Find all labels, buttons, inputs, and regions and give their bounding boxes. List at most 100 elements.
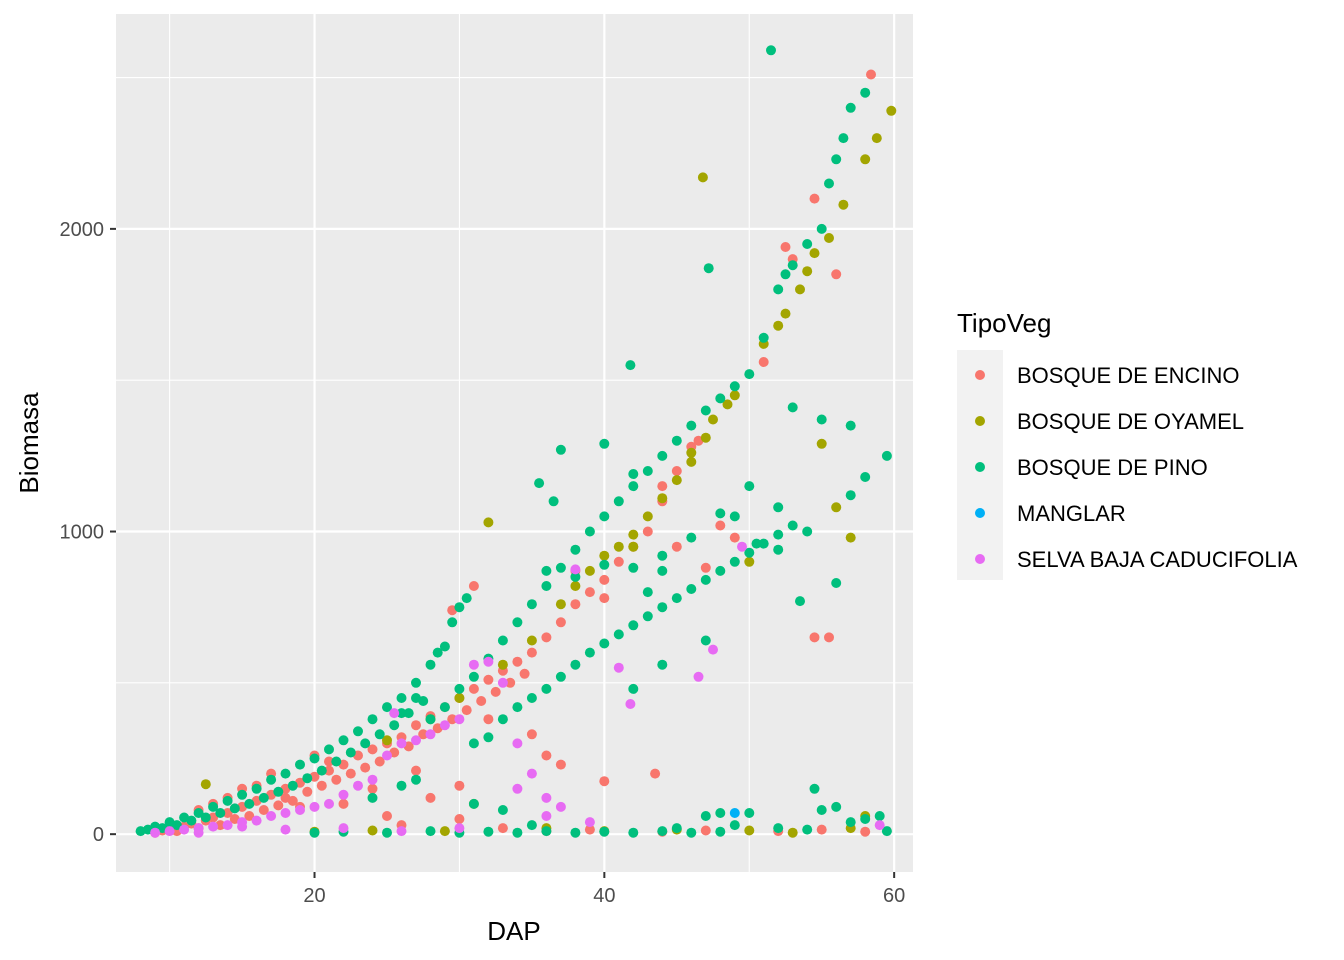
data-point [258, 792, 269, 803]
data-point [367, 714, 378, 725]
data-point [686, 532, 697, 543]
data-point [526, 820, 537, 831]
data-point [795, 284, 805, 295]
legend-label: SELVA BAJA CADUCIFOLIA [1017, 547, 1298, 572]
data-point [599, 511, 610, 522]
data-point [222, 820, 233, 831]
data-point [512, 738, 523, 749]
data-point [845, 490, 856, 501]
data-point [237, 821, 248, 832]
data-point [686, 447, 697, 458]
data-point [613, 496, 624, 507]
data-point [251, 815, 262, 826]
data-point [555, 562, 566, 573]
data-point [316, 780, 327, 791]
data-point [555, 444, 566, 455]
data-point [729, 820, 740, 831]
y-tick-label: 0 [93, 824, 104, 846]
data-point [628, 541, 639, 552]
data-point [874, 811, 885, 821]
data-point [360, 738, 371, 749]
data-point [353, 726, 363, 737]
data-point [345, 768, 356, 779]
data-point [758, 357, 769, 367]
data-point [468, 671, 479, 682]
data-point [650, 768, 661, 779]
data-point [599, 550, 610, 561]
legend-label: BOSQUE DE OYAMEL [1017, 409, 1244, 434]
data-point [541, 581, 552, 591]
data-point [729, 511, 740, 522]
data-point [555, 801, 566, 812]
data-point [512, 656, 523, 667]
data-point [396, 780, 407, 791]
data-point [657, 493, 668, 504]
data-point [824, 233, 834, 243]
data-point [715, 565, 726, 576]
data-point [179, 824, 190, 835]
data-point [526, 729, 537, 740]
data-point [686, 584, 697, 594]
data-point [295, 759, 305, 770]
data-point [483, 517, 494, 528]
data-point [425, 659, 436, 670]
data-point [871, 133, 882, 144]
data-point [483, 826, 494, 837]
data-point [229, 803, 240, 814]
legend-key [975, 554, 985, 564]
data-point [584, 565, 595, 576]
data-point [302, 786, 313, 797]
data-point [273, 786, 284, 797]
data-point [425, 729, 436, 740]
data-point [280, 808, 291, 818]
data-point [599, 776, 610, 787]
data-point [512, 783, 523, 794]
data-point [280, 792, 291, 803]
data-point [490, 686, 501, 697]
data-point [625, 360, 636, 371]
data-point [737, 541, 747, 552]
data-point [497, 677, 508, 688]
data-point [526, 647, 537, 658]
data-point [758, 332, 769, 343]
data-point [570, 581, 581, 591]
data-point [483, 656, 494, 667]
data-point [671, 475, 682, 486]
data-point [555, 599, 566, 610]
data-point [468, 798, 479, 809]
data-point [787, 520, 798, 531]
data-point [418, 729, 429, 740]
data-point [382, 702, 392, 713]
data-point [454, 693, 465, 703]
data-point [244, 798, 255, 809]
data-point [497, 823, 508, 834]
data-point [642, 466, 653, 476]
data-point [671, 541, 682, 552]
data-point [570, 599, 581, 610]
data-point [193, 808, 204, 818]
data-point [526, 693, 537, 703]
data-point [526, 768, 537, 779]
data-point [642, 511, 653, 522]
data-point [671, 593, 682, 604]
data-point [454, 823, 465, 834]
data-point [628, 620, 639, 631]
data-point [193, 827, 204, 838]
data-point [519, 668, 530, 679]
data-point [541, 565, 552, 576]
data-point [316, 765, 327, 776]
data-point [787, 402, 798, 413]
data-point [497, 805, 508, 815]
data-point [461, 593, 472, 604]
data-point [886, 105, 897, 116]
data-point [512, 617, 523, 628]
data-point [324, 756, 334, 767]
data-point [831, 502, 842, 513]
data-point [497, 714, 508, 725]
data-point [697, 172, 708, 183]
series-bosque-de-pino [135, 45, 892, 838]
data-point [729, 556, 740, 567]
data-point [657, 565, 668, 576]
data-point [700, 825, 711, 836]
data-point [838, 133, 849, 144]
